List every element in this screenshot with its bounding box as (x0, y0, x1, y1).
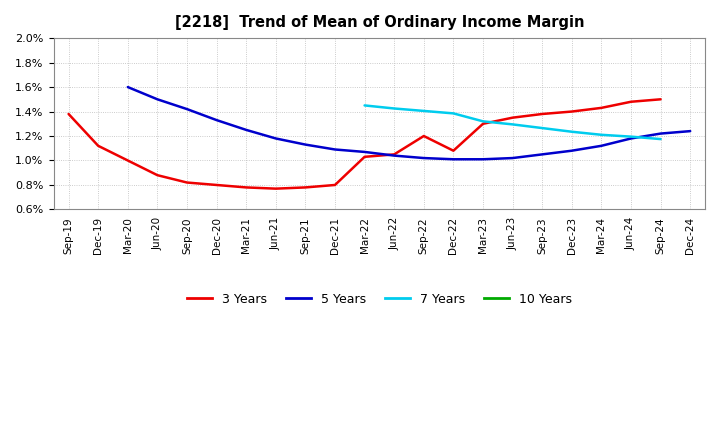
3 Years (508, 115, 517, 120)
7 Years (420, 108, 428, 114)
5 Years (123, 84, 132, 90)
3 Years (330, 182, 339, 187)
3 Years (123, 158, 132, 163)
3 Years (656, 97, 665, 102)
3 Years (153, 172, 162, 178)
7 Years (508, 122, 517, 127)
5 Years (360, 149, 369, 154)
5 Years (242, 127, 251, 132)
5 Years (597, 143, 606, 148)
5 Years (508, 155, 517, 161)
3 Years (597, 105, 606, 110)
5 Years (390, 153, 398, 158)
3 Years (301, 185, 310, 190)
3 Years (567, 109, 576, 114)
3 Years (242, 185, 251, 190)
7 Years (626, 134, 635, 139)
5 Years (686, 128, 695, 134)
3 Years (390, 152, 398, 157)
5 Years (656, 131, 665, 136)
Line: 7 Years: 7 Years (364, 106, 660, 139)
5 Years (449, 157, 458, 162)
3 Years (64, 111, 73, 117)
7 Years (360, 103, 369, 108)
5 Years (538, 152, 546, 157)
5 Years (626, 136, 635, 141)
7 Years (390, 106, 398, 111)
Legend: 3 Years, 5 Years, 7 Years, 10 Years: 3 Years, 5 Years, 7 Years, 10 Years (182, 288, 577, 311)
Title: [2218]  Trend of Mean of Ordinary Income Margin: [2218] Trend of Mean of Ordinary Income … (175, 15, 584, 30)
3 Years (479, 121, 487, 126)
3 Years (271, 186, 280, 191)
7 Years (449, 111, 458, 116)
3 Years (538, 111, 546, 117)
5 Years (479, 157, 487, 162)
3 Years (183, 180, 192, 185)
3 Years (420, 133, 428, 139)
3 Years (212, 182, 221, 187)
5 Years (212, 117, 221, 123)
5 Years (567, 148, 576, 154)
5 Years (153, 97, 162, 102)
5 Years (271, 136, 280, 141)
5 Years (301, 142, 310, 147)
3 Years (360, 154, 369, 159)
Line: 5 Years: 5 Years (127, 87, 690, 159)
3 Years (449, 148, 458, 154)
7 Years (597, 132, 606, 137)
5 Years (183, 106, 192, 112)
Line: 3 Years: 3 Years (68, 99, 660, 189)
5 Years (330, 147, 339, 152)
7 Years (479, 119, 487, 124)
7 Years (656, 136, 665, 142)
3 Years (626, 99, 635, 104)
3 Years (94, 143, 102, 148)
7 Years (538, 125, 546, 131)
5 Years (420, 155, 428, 161)
7 Years (567, 129, 576, 134)
